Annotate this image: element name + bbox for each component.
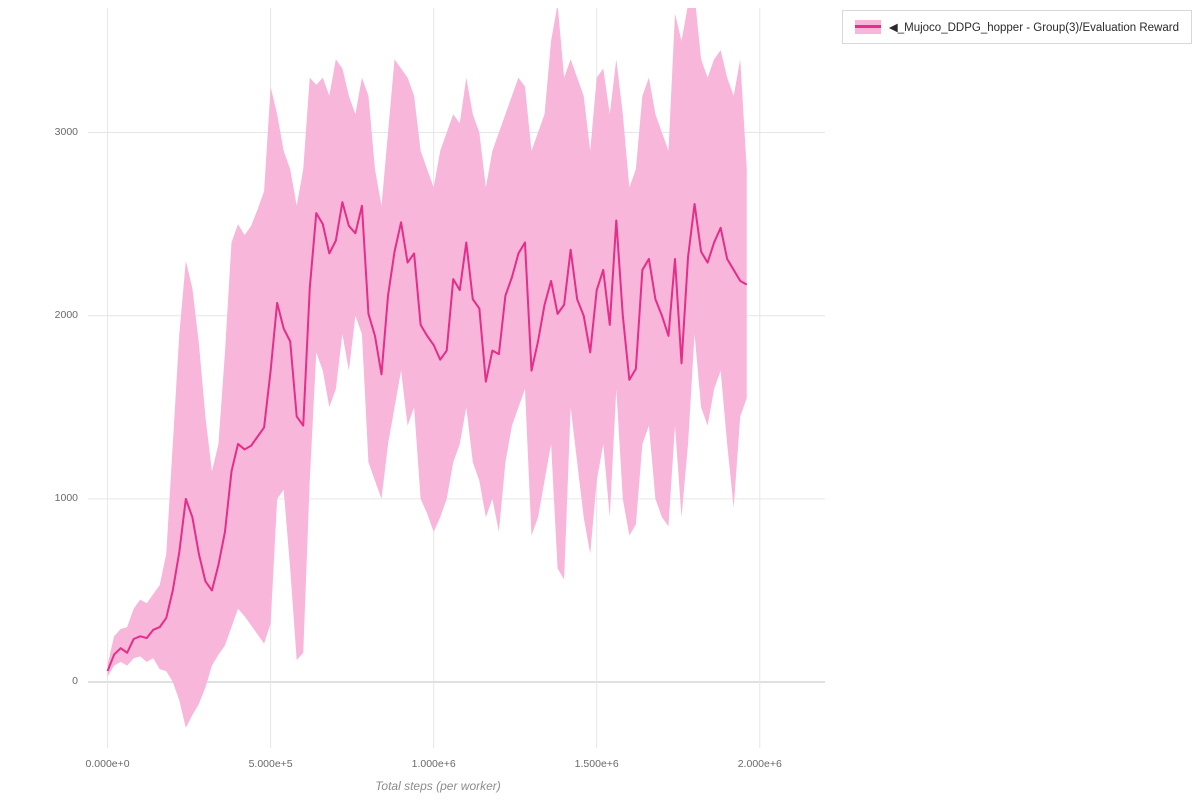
legend[interactable]: ◀_Mujoco_DDPG_hopper - Group(3)/Evaluati…: [841, 10, 1192, 44]
y-tick-label: 0: [72, 675, 78, 688]
legend-swatch-line: [854, 25, 881, 28]
y-tick-label: 2000: [54, 308, 78, 321]
x-tick-label: 1.500e+6: [574, 758, 619, 770]
x-tick-label: 2.000e+6: [737, 758, 782, 770]
x-tick-label: 1.000e+6: [411, 758, 456, 770]
x-axis-title: Total steps (per worker): [375, 779, 501, 793]
x-tick-label: 0.000e+0: [85, 758, 130, 770]
legend-swatch-band: [854, 20, 881, 34]
y-tick-label: 1000: [54, 491, 78, 504]
series-layer: [106, 8, 748, 728]
y-tick-label: 3000: [54, 125, 78, 138]
legend-series-label: ◀_Mujoco_DDPG_hopper - Group(3)/Evaluati…: [888, 22, 1179, 34]
x-tick-label: 5.000e+5: [248, 758, 293, 770]
